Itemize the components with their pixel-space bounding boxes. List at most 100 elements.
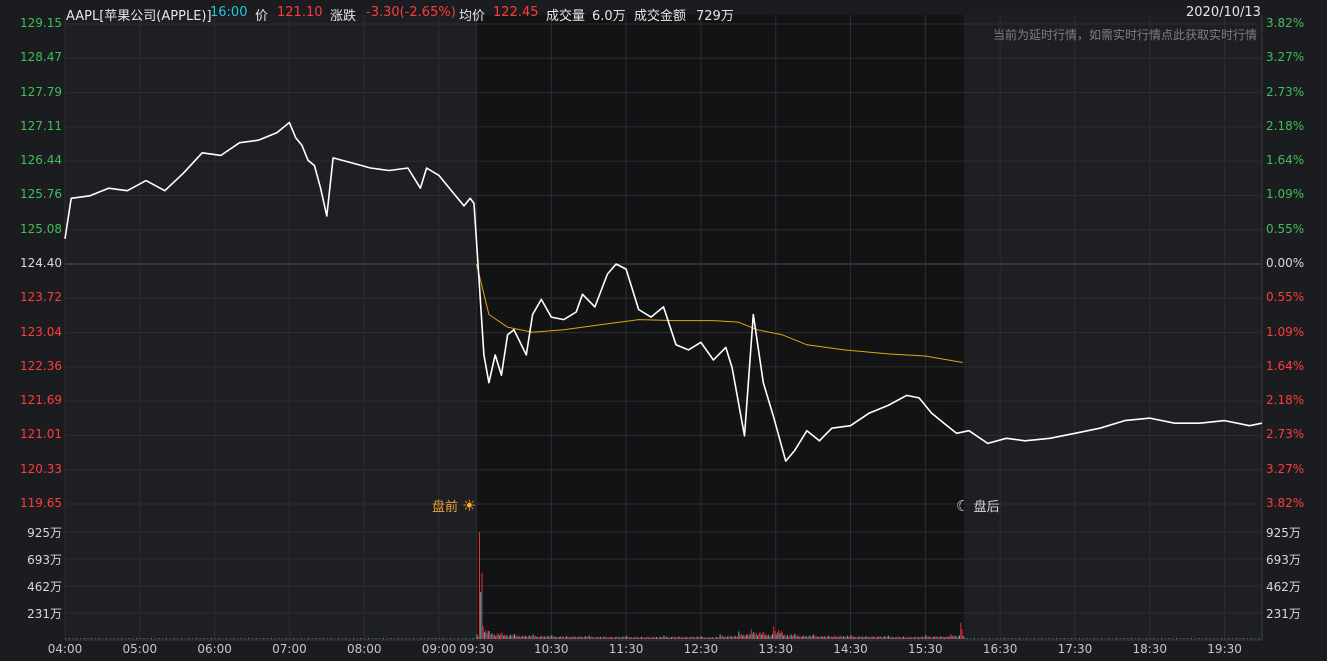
- volume-bar: [349, 638, 351, 639]
- volume-bar: [854, 637, 856, 639]
- volume-bar: [214, 638, 216, 639]
- volume-bar: [1026, 638, 1028, 639]
- volume-bar: [609, 636, 611, 639]
- volume-bar: [1112, 638, 1114, 639]
- time-tick: 16:30: [982, 642, 1018, 656]
- symbol-label[interactable]: AAPL[苹果公司(APPLE)]: [66, 9, 212, 24]
- volume-bar: [720, 636, 722, 639]
- volume-bar: [946, 636, 948, 639]
- volume-bar: [868, 636, 869, 639]
- volume-bar: [439, 638, 441, 639]
- volume-bar: [858, 636, 859, 639]
- price-tick: 128.47: [20, 50, 62, 65]
- premarket-marker: 盘前 ☀: [432, 496, 477, 515]
- volume-bar: [1247, 638, 1248, 639]
- volume-bar: [735, 637, 737, 639]
- volume-bar: [966, 638, 968, 639]
- price-tick: 125.08: [20, 221, 62, 236]
- volume-bar: [582, 637, 584, 639]
- volume-bar: [685, 637, 687, 639]
- volume-bar: [715, 636, 717, 639]
- volume-bar: [906, 637, 908, 639]
- volume-bar: [584, 636, 586, 639]
- volume-bar: [896, 636, 898, 639]
- volume-bar: [901, 637, 903, 639]
- volume-bar: [500, 634, 502, 639]
- volume-bar: [853, 636, 854, 639]
- volume-bar: [575, 636, 576, 639]
- volume-bar: [951, 636, 953, 639]
- volume-bar: [621, 637, 623, 639]
- volume-bar: [671, 637, 672, 639]
- volume-bar: [233, 638, 235, 639]
- volume-bar: [629, 637, 631, 639]
- volume-bar: [274, 638, 276, 639]
- volume-bar: [94, 638, 96, 639]
- volume-bar: [734, 635, 736, 639]
- volume-bar: [594, 637, 596, 639]
- volume-bar: [207, 638, 209, 639]
- volume-bar: [578, 636, 580, 639]
- volume-bar: [472, 638, 474, 639]
- volume-bar: [833, 636, 835, 639]
- volume-bar: [845, 636, 847, 639]
- volume-tick-right: 462万: [1266, 580, 1301, 594]
- volume-bar: [1217, 638, 1219, 639]
- volume-bar: [891, 637, 893, 639]
- volume-bar: [835, 637, 837, 639]
- volume-bar: [482, 626, 484, 639]
- volume-bar: [65, 638, 66, 639]
- volume-bar: [878, 636, 879, 639]
- volume-bar: [753, 632, 755, 639]
- volume-bar: [166, 638, 167, 639]
- volume-bar: [759, 632, 761, 639]
- volume-bar: [278, 638, 280, 639]
- volume-bar: [828, 635, 830, 639]
- volume-bar: [446, 638, 448, 639]
- volume-bar: [405, 638, 407, 639]
- volume-bar: [562, 636, 564, 639]
- volume-bar: [76, 638, 78, 639]
- volume-bar: [733, 636, 735, 639]
- volume-bar: [531, 635, 533, 639]
- volume-bar: [420, 638, 422, 639]
- volume-bar: [282, 638, 283, 639]
- volume-bar: [667, 637, 669, 639]
- volume-bar: [683, 637, 685, 639]
- volume-bar: [892, 636, 894, 639]
- volume-bar: [622, 636, 624, 639]
- volume-bar: [700, 636, 702, 639]
- volume-bar: [870, 636, 872, 639]
- volume-bar: [961, 629, 963, 639]
- volume-bar: [915, 636, 917, 639]
- volume-bar: [364, 638, 366, 639]
- volume-bar: [597, 636, 599, 639]
- volume-bar: [563, 637, 565, 639]
- volume-bar: [603, 636, 605, 639]
- amount-value: 729万: [696, 9, 734, 24]
- volume-bar: [296, 638, 298, 639]
- volume-bar: [416, 638, 418, 639]
- volume-bar: [1119, 638, 1121, 639]
- volume-bar: [229, 638, 231, 639]
- time-tick: 07:00: [272, 642, 307, 656]
- volume-bar: [890, 636, 892, 639]
- volume-bar: [815, 635, 817, 639]
- volume-bar: [91, 638, 93, 639]
- time-tick: 06:00: [197, 642, 232, 656]
- volume-bar: [926, 636, 928, 639]
- volume-bar: [740, 633, 742, 639]
- volume-bar: [435, 638, 437, 639]
- volume-bar: [806, 637, 808, 639]
- volume-bar: [732, 637, 734, 639]
- volume-bar: [1187, 638, 1189, 639]
- volume-bar: [326, 638, 328, 639]
- delayed-quote-notice[interactable]: 当前为延时行情，如需实时行情点此获取实时行情: [992, 28, 1257, 42]
- volume-bar: [267, 638, 268, 639]
- volume-bar: [844, 637, 846, 639]
- volume-bar: [902, 636, 904, 639]
- percent-tick: 2.73%: [1266, 427, 1305, 442]
- volume-bar: [553, 636, 555, 639]
